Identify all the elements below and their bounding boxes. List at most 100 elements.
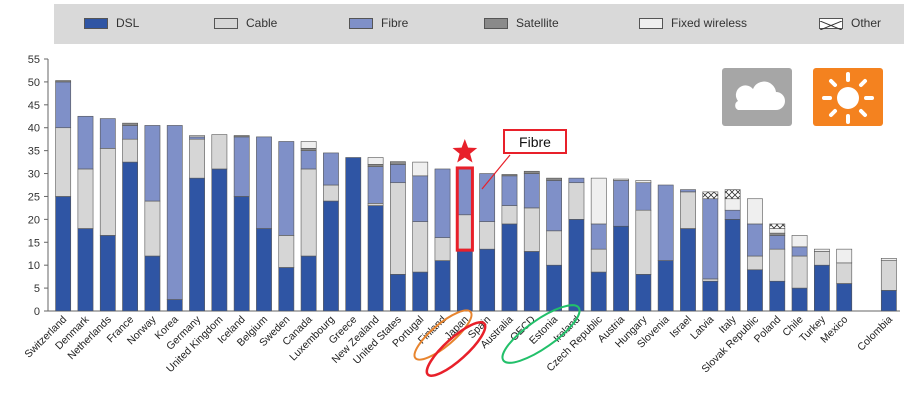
bar-segment xyxy=(55,81,72,129)
bar-segment xyxy=(434,260,451,312)
bar-segment xyxy=(724,219,741,312)
bar-segment xyxy=(635,274,652,312)
legend-label: Cable xyxy=(246,16,278,30)
bar-segment xyxy=(233,135,250,138)
bar-segment xyxy=(635,182,652,211)
legend-item: DSL xyxy=(84,16,139,30)
bar-segment xyxy=(166,125,183,300)
bar-segment xyxy=(747,223,763,257)
bar-segment xyxy=(702,198,719,280)
bar-segment xyxy=(791,255,808,289)
bar-segment xyxy=(122,138,138,163)
bar-segment xyxy=(122,125,138,140)
bar-segment xyxy=(211,168,228,312)
legend-swatch xyxy=(214,17,238,29)
bar-segment xyxy=(390,164,406,184)
bar-segment xyxy=(122,122,138,126)
bar-segment xyxy=(278,267,295,312)
bar-segment xyxy=(747,198,763,225)
y-tick-label: 20 xyxy=(28,214,40,226)
bar-segment xyxy=(233,136,250,197)
legend-item: Cable xyxy=(214,16,277,30)
callout-line xyxy=(481,154,511,190)
bar-segment xyxy=(144,125,161,202)
star-icon xyxy=(452,139,478,163)
bar-segment xyxy=(523,251,540,312)
bar-segment xyxy=(456,168,473,216)
bar-segment xyxy=(55,196,72,312)
bar-segment xyxy=(724,189,741,200)
bar-segment xyxy=(880,290,897,312)
bar-segment xyxy=(590,177,607,225)
bar-segment xyxy=(680,189,696,193)
legend-label: Fixed wireless xyxy=(671,16,748,30)
bar-segment xyxy=(479,173,496,222)
bar-segment xyxy=(412,221,429,273)
bar-segment xyxy=(635,180,652,184)
bar-segment xyxy=(880,260,897,291)
y-tick-label: 5 xyxy=(34,283,40,295)
bar-segment xyxy=(568,177,585,184)
bar-segment xyxy=(278,235,295,268)
y-tick-label: 40 xyxy=(28,123,40,135)
bar-segment xyxy=(390,182,406,275)
bar-segment xyxy=(211,134,228,170)
bar-segment xyxy=(546,180,562,232)
bar-segment xyxy=(724,209,741,220)
bar-segment xyxy=(144,200,161,257)
bar-segment xyxy=(345,157,362,312)
callout-box xyxy=(503,129,567,154)
bar-segment xyxy=(367,157,384,165)
bar-segment xyxy=(300,148,317,151)
bar-segment xyxy=(434,237,451,261)
japan-highlight-ring xyxy=(425,321,487,377)
y-tick-label: 10 xyxy=(28,260,40,272)
bar-segment xyxy=(456,248,473,312)
bar-segment xyxy=(568,219,585,312)
bar-segment xyxy=(166,299,183,312)
bar-segment xyxy=(233,196,250,312)
bar-segment xyxy=(55,127,72,197)
bar-segment xyxy=(412,161,429,177)
bar-segment xyxy=(546,230,562,266)
legend-swatch xyxy=(484,17,508,29)
bar-segment xyxy=(278,141,295,236)
legend: DSL Cable Fibre Satellite Fixed wireless Othe… xyxy=(54,4,904,44)
bar-segment xyxy=(590,271,607,312)
bar-segment xyxy=(702,280,719,312)
bar-segment xyxy=(501,205,518,225)
legend-swatch xyxy=(819,17,843,30)
bar-segment xyxy=(791,287,808,312)
cloud-icon xyxy=(735,81,785,110)
bar-segment xyxy=(702,278,719,282)
bar-segment xyxy=(99,148,116,236)
y-tick-label: 35 xyxy=(28,146,40,158)
bar-segment xyxy=(590,248,607,273)
bar-segment xyxy=(412,271,429,312)
bar-segment xyxy=(479,248,496,312)
bar-segment xyxy=(657,260,674,312)
bar-segment xyxy=(791,246,808,257)
legend-item: Satellite xyxy=(484,16,559,30)
sun-icon xyxy=(822,72,874,124)
bar-segment xyxy=(769,228,786,234)
bar-segment xyxy=(747,269,763,312)
fibre-label: Fibre xyxy=(519,134,551,150)
bar-segment xyxy=(390,161,406,165)
bar-segment xyxy=(880,258,897,261)
legend-label: Fibre xyxy=(381,16,409,30)
bar-segment xyxy=(613,225,629,312)
legend-label: Other xyxy=(851,16,882,30)
bar-segment xyxy=(122,161,138,312)
bar-segment xyxy=(55,80,72,83)
bar-segment xyxy=(523,207,540,252)
legend-item: Fixed wireless xyxy=(639,16,747,30)
y-tick-label: 15 xyxy=(28,237,40,249)
bar-segment xyxy=(836,283,853,312)
bar-segment xyxy=(769,223,786,229)
legend-swatch xyxy=(84,17,108,29)
bar-segment xyxy=(256,228,272,312)
bar-segment xyxy=(501,175,518,206)
bar-segment xyxy=(613,178,629,181)
